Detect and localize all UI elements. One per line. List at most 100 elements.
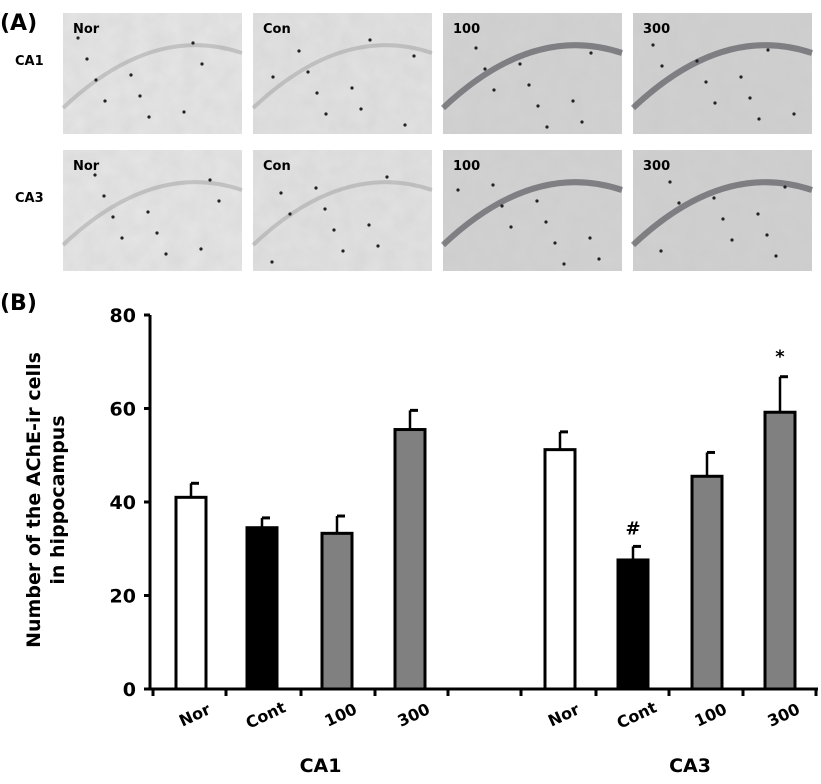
- stained-cell: [306, 70, 310, 74]
- stained-cell: [757, 117, 761, 121]
- stained-cell: [208, 178, 212, 182]
- micrograph-panel: 100: [440, 150, 623, 271]
- stained-cell: [76, 36, 80, 40]
- stained-cell: [571, 99, 575, 103]
- micrograph-panel: Nor: [61, 13, 243, 134]
- bar: [393, 428, 427, 691]
- significance-marker: *: [775, 347, 785, 368]
- micrograph-panel: Con: [251, 150, 433, 271]
- bar: [543, 448, 577, 691]
- stained-cell: [651, 43, 655, 47]
- bar: [245, 526, 279, 691]
- stained-cell: [509, 225, 513, 229]
- group-label: CA1: [300, 755, 342, 777]
- stained-cell: [500, 204, 504, 208]
- row-label: CA1: [15, 54, 44, 69]
- stained-cell: [535, 199, 539, 203]
- stained-cell: [217, 199, 221, 203]
- micrograph-panel: 100: [440, 13, 623, 134]
- y-tick-label: 80: [110, 305, 136, 327]
- stained-cell: [314, 186, 318, 190]
- micrograph-panel: 300: [630, 13, 813, 134]
- stained-cell: [668, 180, 672, 184]
- panel-label: Nor: [73, 159, 100, 174]
- micrograph-texture: [63, 150, 242, 271]
- stained-cell: [155, 231, 159, 235]
- stained-cell: [93, 173, 97, 177]
- cell-layer: [440, 179, 623, 248]
- stained-cell: [368, 38, 372, 42]
- bar: [763, 410, 797, 691]
- stained-cell: [792, 112, 796, 116]
- stained-cell: [739, 75, 743, 79]
- panel-label: 300: [643, 22, 670, 37]
- micrograph-texture: [63, 13, 242, 134]
- bar: [690, 474, 724, 691]
- stained-cell: [270, 260, 274, 264]
- x-tick-label: Cont: [243, 697, 289, 732]
- stained-cell: [553, 241, 557, 245]
- significance-marker: #: [625, 518, 640, 539]
- cell-layer: [630, 179, 813, 248]
- bar: [174, 495, 208, 691]
- x-tick-label: 300: [395, 699, 433, 730]
- micrograph-texture: [443, 150, 622, 271]
- stained-cell: [120, 236, 124, 240]
- stained-cell: [756, 212, 760, 216]
- stained-cell: [492, 88, 496, 92]
- stained-cell: [456, 188, 460, 192]
- stained-cell: [748, 96, 752, 100]
- stained-cell: [721, 217, 725, 221]
- stained-cell: [147, 115, 151, 119]
- stained-cell: [138, 94, 142, 98]
- group-label: CA3: [669, 755, 711, 777]
- stained-cell: [704, 80, 708, 84]
- x-tick-label: Cont: [614, 697, 660, 732]
- x-tick-label: 100: [322, 699, 360, 730]
- stained-cell: [324, 112, 328, 116]
- stained-cell: [660, 64, 664, 68]
- panel-label: 100: [453, 22, 480, 37]
- stained-cell: [562, 262, 566, 266]
- panel-label: 100: [453, 159, 480, 174]
- stained-cell: [588, 236, 592, 240]
- stained-cell: [765, 233, 769, 237]
- stained-cell: [323, 207, 327, 211]
- stained-cell: [279, 191, 283, 195]
- y-tick-label: 20: [110, 586, 136, 608]
- cell-layer: [440, 42, 623, 111]
- micrograph-panel: Con: [251, 13, 433, 134]
- stained-cell: [376, 244, 380, 248]
- stained-cell: [589, 51, 593, 55]
- cell-layer: [630, 42, 813, 111]
- stained-cell: [191, 41, 195, 45]
- micrograph-texture: [633, 13, 812, 134]
- stained-cell: [94, 78, 98, 82]
- stained-cell: [659, 249, 663, 253]
- micrograph-panel: 300: [630, 150, 813, 271]
- stained-cell: [774, 254, 778, 258]
- micrograph-texture: [253, 13, 432, 134]
- cell-layer: [61, 43, 243, 110]
- y-tick-label: 60: [110, 399, 136, 421]
- cell-layer: [251, 43, 433, 110]
- stained-cell: [182, 110, 186, 114]
- stained-cell: [518, 62, 522, 66]
- stained-cell: [332, 228, 336, 232]
- x-tick-label: Nor: [545, 700, 582, 731]
- stained-cell: [200, 62, 204, 66]
- stained-cell: [146, 210, 150, 214]
- stained-cell: [695, 59, 699, 63]
- cell-layer: [61, 180, 243, 247]
- bar: [616, 558, 650, 691]
- stained-cell: [527, 83, 531, 87]
- y-axis-label: Number of the AChE-ir cells in hippocamp…: [23, 352, 69, 648]
- stained-cell: [766, 48, 770, 52]
- x-tick-label: 300: [765, 699, 803, 730]
- stained-cell: [677, 201, 681, 205]
- row-label: CA3: [15, 191, 44, 206]
- panel-label: Con: [263, 22, 291, 37]
- stained-cell: [199, 247, 203, 251]
- stained-cell: [597, 257, 601, 261]
- stained-cell: [129, 73, 133, 77]
